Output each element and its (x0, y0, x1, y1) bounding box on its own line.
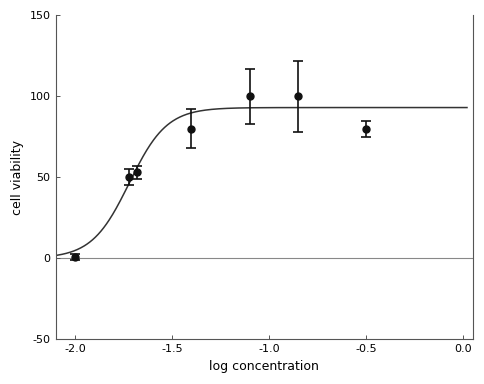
Y-axis label: cell viability: cell viability (11, 140, 24, 215)
X-axis label: log concentration: log concentration (209, 360, 319, 373)
